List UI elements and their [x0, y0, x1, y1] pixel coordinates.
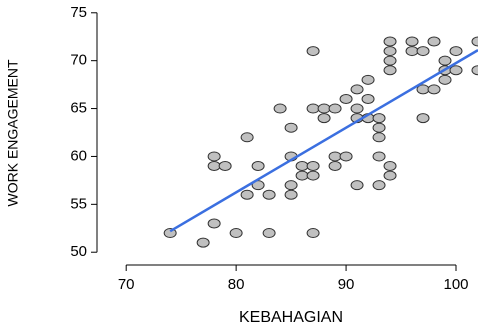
point	[449, 46, 463, 57]
point	[262, 189, 276, 200]
point	[405, 46, 419, 57]
point	[339, 151, 353, 162]
y-tick-label: 70	[70, 52, 87, 69]
y-axis-title: WORK ENGAGEMENT	[5, 59, 21, 206]
point	[361, 93, 375, 104]
point	[471, 36, 478, 47]
point	[416, 113, 430, 124]
x-tick-label: 80	[228, 276, 245, 293]
point	[306, 170, 320, 181]
point	[207, 151, 221, 162]
point	[284, 122, 298, 133]
point	[196, 237, 210, 248]
point	[240, 189, 254, 200]
point	[306, 228, 320, 239]
point	[207, 218, 221, 229]
point	[471, 65, 478, 76]
point	[383, 36, 397, 47]
y-tick-label: 65	[70, 100, 87, 117]
point	[372, 113, 386, 124]
point	[229, 228, 243, 239]
point	[262, 228, 276, 239]
point	[251, 161, 265, 172]
point	[361, 74, 375, 85]
point	[383, 161, 397, 172]
y-tick-label: 55	[70, 195, 87, 212]
point	[383, 46, 397, 57]
point	[449, 65, 463, 76]
x-tick-label: 70	[118, 276, 135, 293]
point	[306, 103, 320, 114]
point	[372, 132, 386, 143]
point	[218, 161, 232, 172]
point	[295, 161, 309, 172]
point	[383, 55, 397, 66]
y-tick-label: 50	[70, 243, 87, 260]
y-tick-label: 75	[70, 4, 87, 21]
point	[383, 170, 397, 181]
point	[350, 103, 364, 114]
point	[405, 36, 419, 47]
point	[372, 151, 386, 162]
point	[438, 74, 452, 85]
point	[207, 161, 221, 172]
point	[372, 122, 386, 133]
x-tick-label: 90	[338, 276, 355, 293]
y-tick-label: 60	[70, 147, 87, 164]
point	[339, 93, 353, 104]
point	[350, 84, 364, 95]
point	[295, 170, 309, 181]
point	[328, 151, 342, 162]
point	[317, 113, 331, 124]
point	[427, 36, 441, 47]
x-axis-title: KEBAHAGIAN	[239, 309, 343, 326]
point	[427, 84, 441, 95]
point	[306, 46, 320, 57]
point	[328, 161, 342, 172]
point	[284, 180, 298, 191]
point	[317, 103, 331, 114]
point	[350, 180, 364, 191]
point	[372, 180, 386, 191]
point	[416, 46, 430, 57]
x-tick-label: 100	[443, 276, 468, 293]
point	[273, 103, 287, 114]
point	[240, 132, 254, 143]
point	[284, 189, 298, 200]
point	[383, 65, 397, 76]
point	[306, 161, 320, 172]
trend-line	[169, 49, 478, 233]
point	[438, 55, 452, 66]
point	[328, 103, 342, 114]
